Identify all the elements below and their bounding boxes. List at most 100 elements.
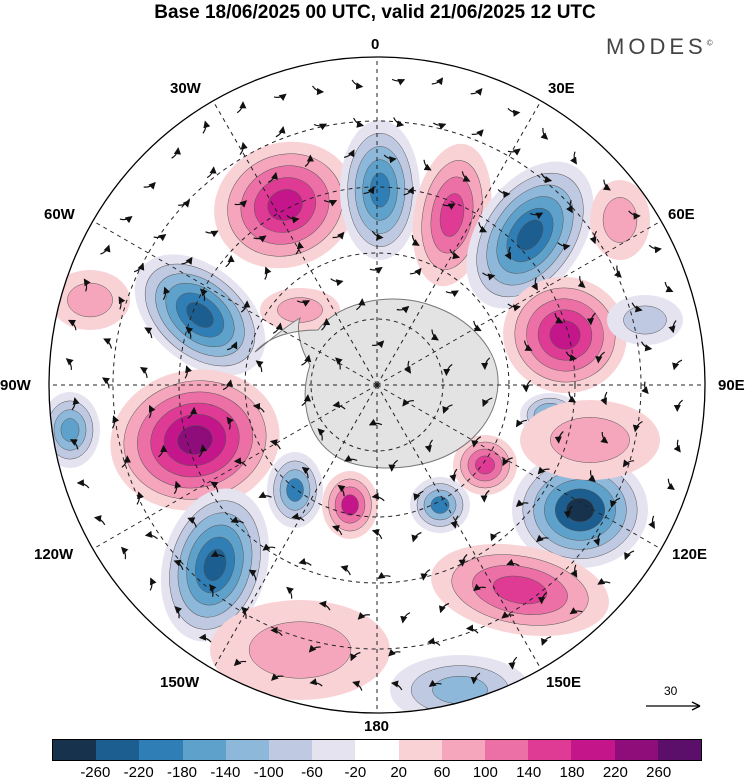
wind-arrow — [471, 129, 484, 137]
wind-arrow — [198, 633, 212, 643]
wind-arrow — [673, 399, 683, 412]
wind-arrow — [187, 517, 197, 528]
wind-arrow — [413, 490, 424, 501]
arrow-head — [691, 701, 701, 711]
wind-arrow — [230, 516, 244, 524]
wind-arrow — [396, 305, 410, 314]
wind-arrow — [423, 159, 432, 171]
wind-arrow — [286, 215, 300, 224]
wind-arrow — [529, 212, 544, 220]
brand-name: MODES — [606, 34, 707, 59]
wind-arrow — [357, 612, 370, 620]
wind-arrow — [537, 466, 550, 475]
wind-arrow — [593, 532, 601, 547]
wind-arrow — [478, 222, 488, 233]
wind-arrow — [273, 93, 287, 101]
wind-arrow — [144, 327, 153, 339]
wind-arrow — [103, 338, 113, 349]
meridian-line — [376, 100, 542, 386]
wind-arrow — [666, 478, 675, 490]
wind-arrow — [597, 577, 611, 585]
wind-arrow — [233, 457, 247, 467]
lon-label-60e: 60E — [668, 206, 695, 223]
latitude-circle — [310, 318, 444, 452]
wind-arrow — [296, 300, 311, 307]
wind-arrow — [335, 357, 343, 370]
map-title: Base 18/06/2025 00 UTC, valid 21/06/2025… — [154, 2, 596, 23]
colorbar-tick-label: 60 — [433, 764, 451, 781]
wind-arrow — [120, 546, 129, 560]
wind-arrow — [353, 117, 365, 128]
wind-arrow — [356, 298, 366, 311]
wind-arrow — [371, 230, 384, 241]
colorbar-segment — [355, 740, 399, 760]
wind-arrow — [481, 357, 491, 370]
wind-arrow — [185, 326, 194, 339]
wind-arrow — [631, 302, 643, 313]
wind-arrow — [311, 85, 325, 96]
wind-arrow — [270, 626, 283, 637]
wind-arrow — [144, 530, 158, 540]
wind-arrow — [330, 278, 344, 287]
wind-arrow — [648, 244, 662, 254]
wind-arrow — [465, 624, 479, 634]
wind-arrow — [403, 186, 414, 196]
wind-arrow — [504, 246, 512, 260]
wind-arrow — [400, 612, 411, 624]
colorbar-tick-label: 100 — [472, 764, 498, 781]
colorbar-tick-label: 220 — [602, 764, 628, 781]
wind-arrow — [480, 490, 490, 503]
wind-vectors — [65, 77, 683, 691]
wind-arrow — [589, 230, 598, 245]
colorbar-segment — [182, 740, 226, 760]
wind-arrow — [351, 79, 364, 90]
wind-arrow — [239, 141, 248, 155]
meridian-line — [376, 384, 542, 670]
wind-arrow — [271, 673, 284, 681]
wind-arrow — [537, 591, 548, 605]
colorbar-tick-label: -140 — [210, 764, 241, 781]
wind-arrow — [443, 363, 453, 377]
wind-arrow — [76, 479, 90, 489]
wind-arrow — [262, 543, 276, 551]
wind-arrow — [209, 584, 217, 597]
wind-arrow — [427, 637, 441, 646]
wind-arrow — [343, 149, 355, 158]
wind-arrow — [337, 484, 346, 497]
wind-arrow — [255, 360, 264, 372]
wind-arrow — [178, 199, 191, 208]
wind-arrow — [225, 254, 235, 268]
wind-arrow — [67, 319, 77, 331]
anomaly-cell — [431, 543, 609, 637]
anomaly-cell — [260, 288, 340, 332]
wind-arrow — [171, 147, 182, 159]
wind-arrow — [428, 679, 442, 688]
wind-arrow — [286, 586, 294, 599]
wind-arrow — [461, 171, 471, 182]
vector-scale — [646, 701, 701, 711]
colorbar-segment — [398, 740, 442, 760]
wind-arrow — [101, 377, 110, 389]
wind-arrow — [234, 200, 248, 208]
wind-arrow — [640, 341, 653, 352]
wind-arrow — [614, 265, 622, 278]
anomaly-cell — [340, 120, 420, 260]
wind-arrow — [371, 492, 385, 502]
colorbar-segment — [96, 740, 140, 760]
wind-arrow — [600, 431, 609, 444]
wind-arrow — [291, 512, 305, 522]
wind-arrow — [409, 267, 422, 276]
wind-arrow — [568, 391, 577, 403]
wind-arrow — [388, 648, 401, 657]
meridian-line — [212, 100, 378, 386]
wind-arrow — [206, 166, 217, 179]
wind-arrow — [133, 262, 145, 273]
wind-arrow — [173, 559, 184, 570]
wind-arrow — [111, 415, 120, 429]
meridian-line — [92, 220, 378, 386]
wind-arrow — [402, 398, 414, 407]
wind-arrow — [482, 272, 496, 281]
wind-arrow — [331, 524, 343, 536]
latitude-circle — [112, 120, 642, 650]
wind-arrow — [121, 455, 131, 468]
